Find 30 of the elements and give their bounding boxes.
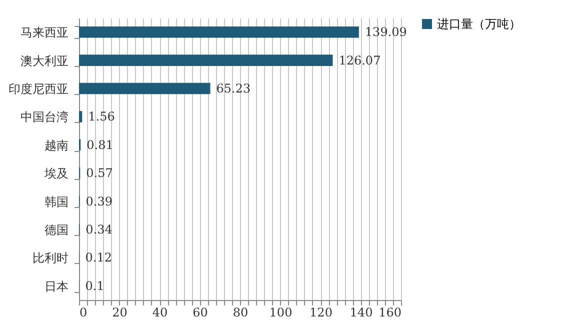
legend-label: 进口量（万吨） [437, 17, 521, 31]
x-tick-label: 160 [378, 306, 402, 320]
data-label: 0.12 [85, 250, 112, 265]
data-label: 65.23 [216, 82, 251, 96]
y-tick-label: 日本 [44, 279, 68, 294]
x-tick-label: 0 [80, 306, 88, 320]
x-tick-label: 60 [192, 306, 208, 320]
y-tick-label: 印度尼西亚 [8, 82, 68, 96]
data-label: 126.07 [338, 53, 381, 68]
y-tick-label: 埃及 [44, 166, 68, 181]
y-tick-label: 德国 [44, 223, 68, 237]
x-tick-label: 40 [152, 306, 168, 320]
y-tick-label: 马来西亚 [20, 26, 68, 40]
y-tick-label: 澳大利亚 [20, 54, 68, 68]
data-label: 139.09 [364, 25, 407, 40]
y-tick-label: 比利时 [32, 251, 68, 266]
x-tick-label: 140 [350, 306, 373, 320]
data-label: 0.57 [86, 166, 113, 180]
x-tick-label: 120 [310, 306, 332, 320]
x-tick-label: 20 [112, 306, 128, 320]
x-tick-label: 100 [269, 306, 292, 320]
x-tick-label: 80 [232, 306, 248, 320]
y-tick-label: 韩国 [44, 194, 68, 209]
y-tick-label: 越南 [44, 138, 68, 152]
data-label: 0.1 [85, 278, 104, 293]
data-label: 0.39 [86, 194, 113, 208]
data-label: 0.34 [86, 222, 113, 236]
y-tick-label: 中国台湾 [20, 110, 68, 124]
data-label: 0.81 [86, 138, 114, 152]
data-label: 1.56 [88, 110, 115, 124]
